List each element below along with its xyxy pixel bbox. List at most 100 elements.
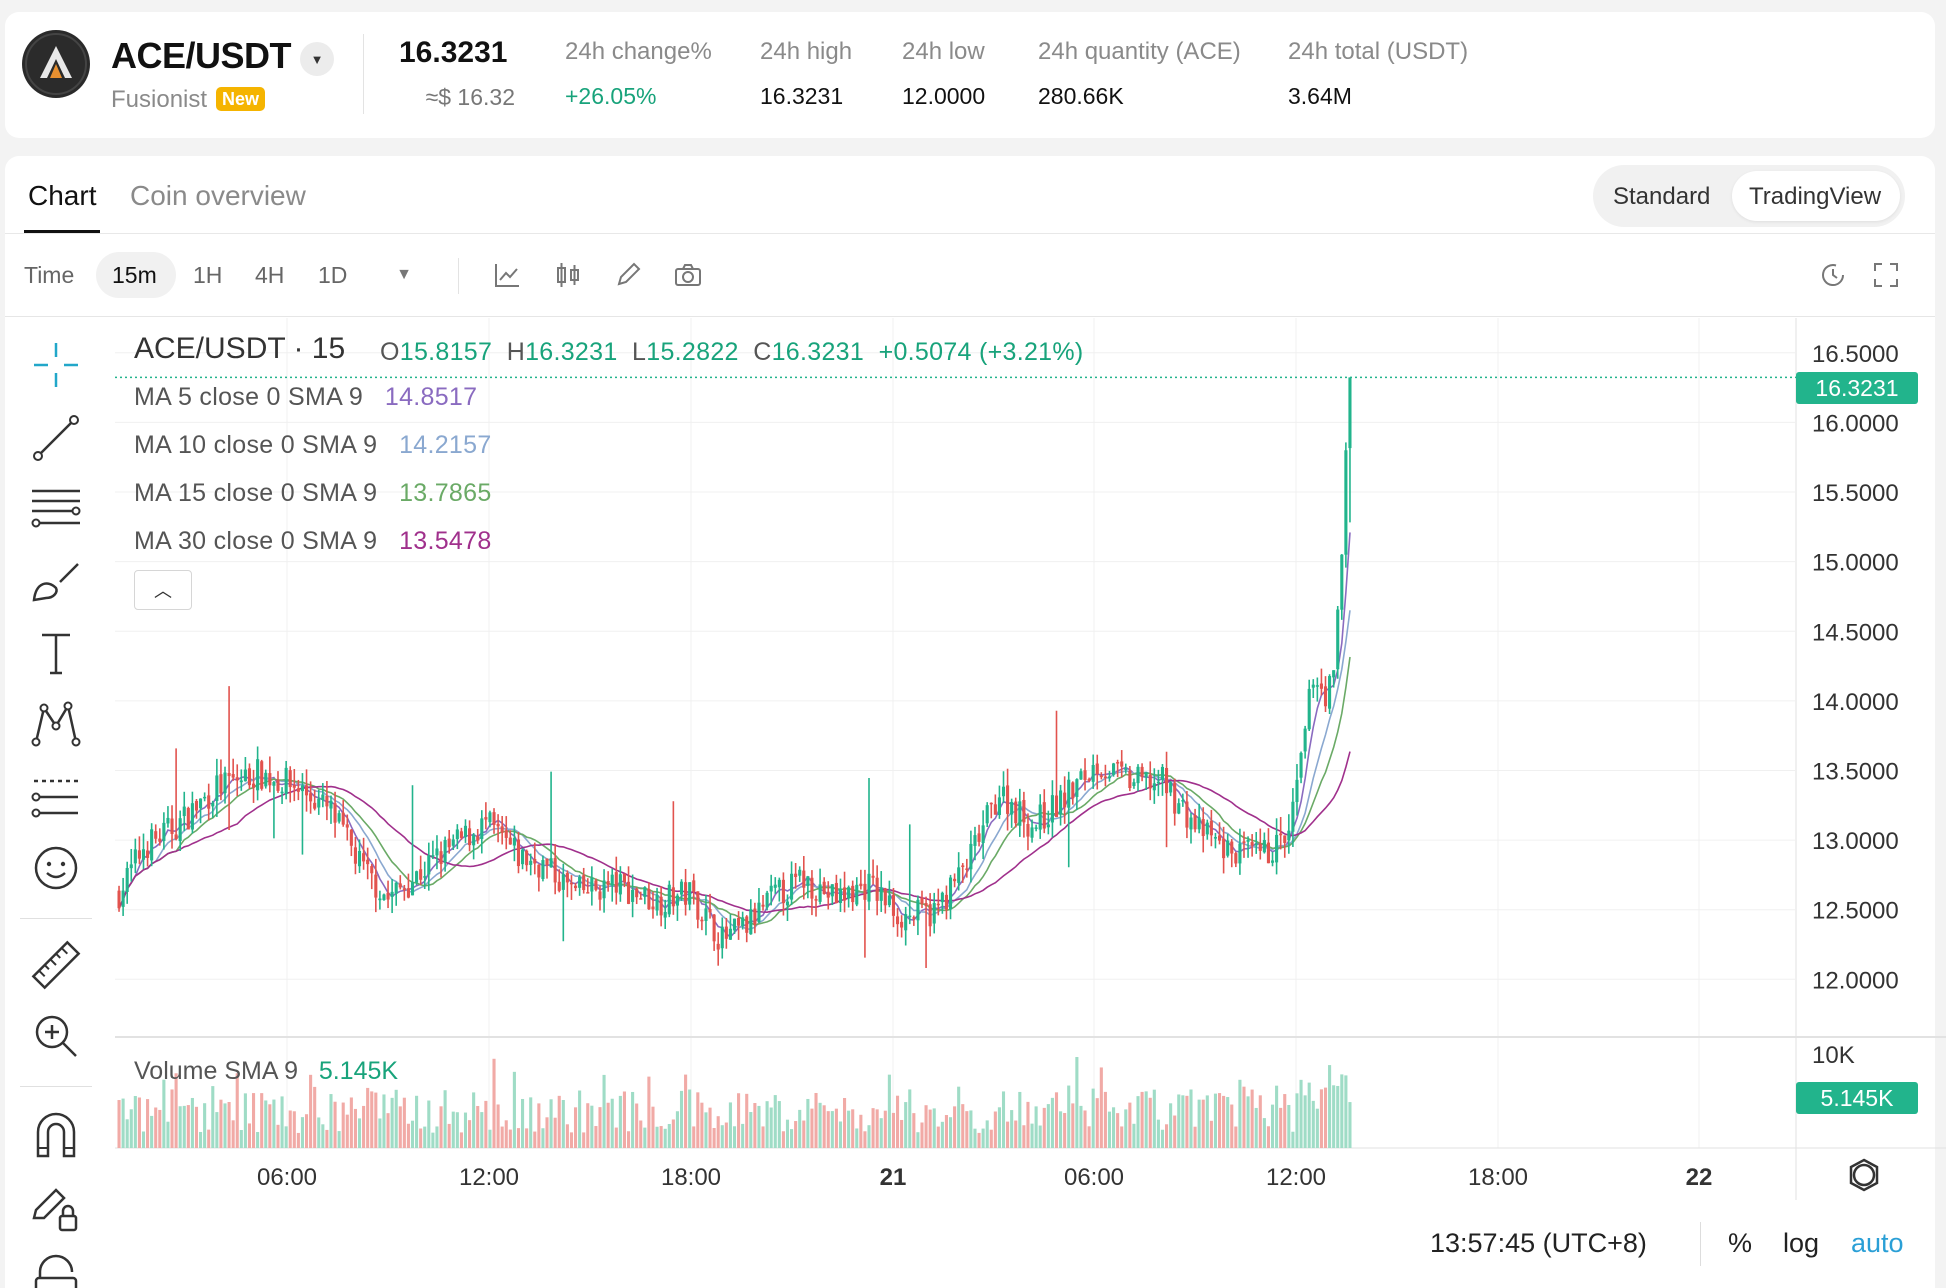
zoom-in-icon[interactable] xyxy=(26,1006,86,1066)
candle-body xyxy=(537,864,541,878)
timezone-clock[interactable]: 13:57:45 (UTC+8) xyxy=(1430,1228,1647,1258)
tab-chart[interactable]: Chart xyxy=(28,180,97,211)
interval-4h[interactable]: 4H xyxy=(255,262,285,288)
candle-body xyxy=(712,914,716,942)
crosshair-icon[interactable] xyxy=(26,335,86,395)
candle-body xyxy=(186,807,190,830)
volume-bar xyxy=(887,1074,891,1148)
candle-body xyxy=(207,795,211,809)
log-scale-button[interactable]: log xyxy=(1783,1228,1820,1258)
volume-bar xyxy=(141,1131,146,1148)
volume-bar xyxy=(712,1127,716,1148)
volume-bar xyxy=(431,1132,435,1148)
interval-1d[interactable]: 1D xyxy=(318,262,348,288)
volume-bar xyxy=(1087,1126,1091,1148)
volume-bar xyxy=(875,1109,879,1148)
stat-label-change: 24h change% xyxy=(565,38,712,65)
auto-scale-button[interactable]: auto xyxy=(1851,1228,1904,1258)
volume-bar xyxy=(304,1114,309,1148)
volume-bar xyxy=(1010,1110,1014,1148)
magnet-icon[interactable] xyxy=(26,1106,86,1166)
candle-body xyxy=(374,874,378,898)
candle-body xyxy=(1152,783,1156,791)
candle-body xyxy=(614,872,618,893)
volume-bar xyxy=(374,1092,378,1148)
candle-body xyxy=(215,775,219,802)
price-tick-label: 12.0000 xyxy=(1812,967,1899,994)
ma-value: 14.2157 xyxy=(399,431,492,459)
volume-bar xyxy=(260,1093,264,1148)
horizontal-lines-icon[interactable] xyxy=(26,479,86,539)
volume-bar xyxy=(1164,1124,1169,1148)
lock-drawing-icon[interactable] xyxy=(26,1178,86,1238)
volume-bar xyxy=(1319,1089,1323,1148)
candle-body xyxy=(366,859,370,865)
volume-bar xyxy=(594,1126,598,1148)
volume-bar xyxy=(810,1108,814,1148)
volume-bar xyxy=(410,1120,415,1148)
volume-bar xyxy=(1348,1102,1352,1148)
pattern-tool-icon[interactable] xyxy=(26,694,86,754)
volume-bar xyxy=(313,1086,317,1148)
candle-body xyxy=(1116,762,1120,764)
ruler-icon[interactable] xyxy=(26,935,86,995)
reset-clock-icon[interactable] xyxy=(1818,260,1848,290)
prediction-tool-icon[interactable] xyxy=(26,767,86,827)
candle-body xyxy=(1348,377,1352,449)
volume-bar xyxy=(296,1132,300,1148)
interval-dropdown-icon[interactable]: ▼ xyxy=(396,266,412,283)
candle-body xyxy=(268,773,272,786)
volume-bar xyxy=(569,1132,574,1148)
volume-bar xyxy=(170,1089,174,1148)
volume-bar xyxy=(272,1099,276,1148)
volume-bar xyxy=(333,1101,337,1148)
emoji-icon[interactable] xyxy=(26,838,86,898)
candle-body xyxy=(488,812,492,823)
time-label[interactable]: Time xyxy=(24,262,75,288)
interval-1h[interactable]: 1H xyxy=(193,262,223,288)
candle-body xyxy=(867,873,871,902)
visibility-icon[interactable] xyxy=(26,1250,86,1288)
candle-body xyxy=(398,883,402,888)
candle-body xyxy=(716,943,720,950)
candle-body xyxy=(573,885,578,889)
candle-body xyxy=(496,823,500,827)
brush-icon[interactable] xyxy=(26,552,86,612)
candle-body xyxy=(427,855,431,875)
pencil-icon[interactable] xyxy=(613,260,643,290)
chevron-down-icon[interactable]: ▼ xyxy=(300,42,334,76)
collapse-legend-button[interactable]: ︿ xyxy=(134,570,192,610)
change-value: +0.5074 (+3.21%) xyxy=(878,338,1084,366)
volume-bar xyxy=(700,1102,704,1148)
standard-view-button[interactable]: Standard xyxy=(1613,183,1711,210)
candle-body xyxy=(463,825,468,838)
candle-body xyxy=(1266,842,1270,864)
candle-body xyxy=(1217,835,1222,841)
trend-line-icon[interactable] xyxy=(26,408,86,468)
volume-bar xyxy=(484,1100,488,1148)
tab-coin-overview[interactable]: Coin overview xyxy=(130,180,306,211)
interval-15m[interactable]: 15m xyxy=(112,262,157,288)
tradingview-view-button[interactable]: TradingView xyxy=(1749,183,1882,210)
candle-type-icon[interactable] xyxy=(553,260,583,290)
candle-body xyxy=(264,772,268,787)
candle-body xyxy=(720,926,724,949)
candle-body xyxy=(724,926,728,939)
volume-bar xyxy=(1026,1101,1030,1148)
volume-bar xyxy=(166,1121,170,1148)
text-tool-icon[interactable] xyxy=(26,623,86,683)
indicator-chart-icon[interactable] xyxy=(492,260,522,290)
candle-body xyxy=(643,887,647,897)
volume-bar xyxy=(732,1126,737,1148)
volume-bar xyxy=(1001,1091,1006,1148)
volume-bar xyxy=(1063,1112,1067,1148)
percent-scale-button[interactable]: % xyxy=(1728,1228,1753,1258)
pair-title[interactable]: ACE/USDT xyxy=(111,35,292,76)
camera-icon[interactable] xyxy=(673,260,703,290)
fullscreen-icon[interactable] xyxy=(1871,260,1901,290)
candle-body xyxy=(1275,834,1279,863)
tool-divider xyxy=(20,918,92,919)
candle-body xyxy=(651,906,655,910)
volume-bar xyxy=(1238,1079,1242,1148)
